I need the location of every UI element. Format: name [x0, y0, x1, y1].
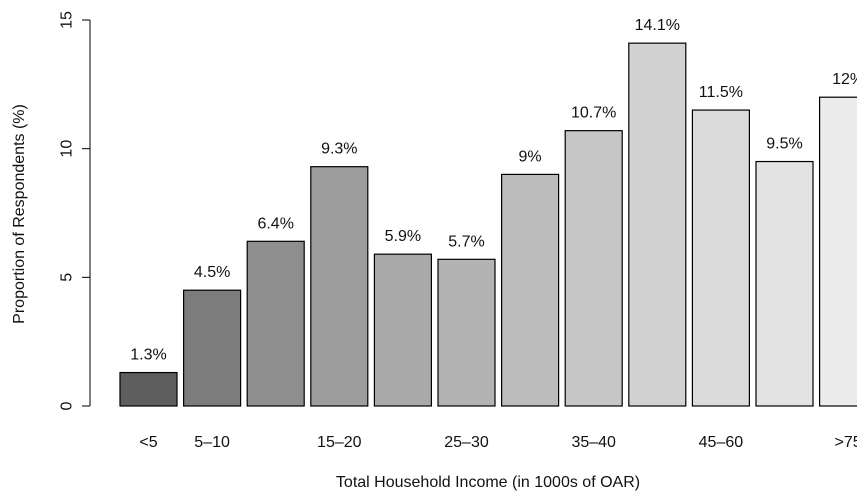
bar [373, 253, 432, 407]
data-label: 5.9% [385, 228, 421, 245]
bar [691, 109, 751, 407]
y-tick-label: 10 [59, 140, 76, 158]
bar [755, 160, 814, 407]
bar [818, 96, 857, 407]
y-axis-title: Proportion of Respondents (%) [11, 104, 28, 324]
data-label: 11.5% [699, 84, 743, 101]
data-label: 1.3% [130, 347, 166, 364]
x-tick-label: <5 [139, 434, 157, 451]
data-label: 9.5% [766, 136, 802, 153]
data-label: 10.7% [571, 105, 616, 122]
x-tick-label: 5–10 [194, 434, 230, 451]
bar [183, 289, 242, 407]
y-axis: 0 5 10 15 [59, 11, 91, 410]
value-labels: 1.3% 4.5% 6.4% 9.3% 5.9% 5.7% 9% 10.7% 14.1% 11.5… [130, 17, 857, 363]
bar [564, 130, 623, 407]
data-label: 14.1% [635, 17, 680, 34]
bar [310, 166, 369, 407]
x-tick-label: 25–30 [444, 434, 489, 451]
y-tick-label: 15 [59, 11, 76, 29]
bar [501, 173, 560, 407]
bar [246, 240, 305, 407]
data-label: 6.4% [257, 215, 293, 232]
data-label: 4.5% [194, 264, 230, 281]
bar [628, 42, 687, 407]
data-label: 9% [519, 148, 542, 165]
data-label: 12% [832, 71, 857, 88]
bars [119, 42, 857, 407]
bar [119, 371, 178, 407]
x-tick-label: 35–40 [571, 434, 616, 451]
x-tick-label: 15–20 [317, 434, 362, 451]
x-tick-label: 45–60 [699, 434, 744, 451]
x-tick-label: >75 [835, 434, 857, 451]
x-tick-labels: <5 5–10 15–20 25–30 35–40 45–60 >75 [139, 434, 857, 451]
y-tick-label: 0 [59, 401, 76, 410]
bar [437, 258, 496, 407]
y-tick-label: 5 [59, 273, 76, 282]
data-label: 5.7% [448, 233, 484, 250]
data-label: 9.3% [321, 141, 357, 158]
x-axis-title: Total Household Income (in 1000s of OAR) [336, 474, 640, 491]
